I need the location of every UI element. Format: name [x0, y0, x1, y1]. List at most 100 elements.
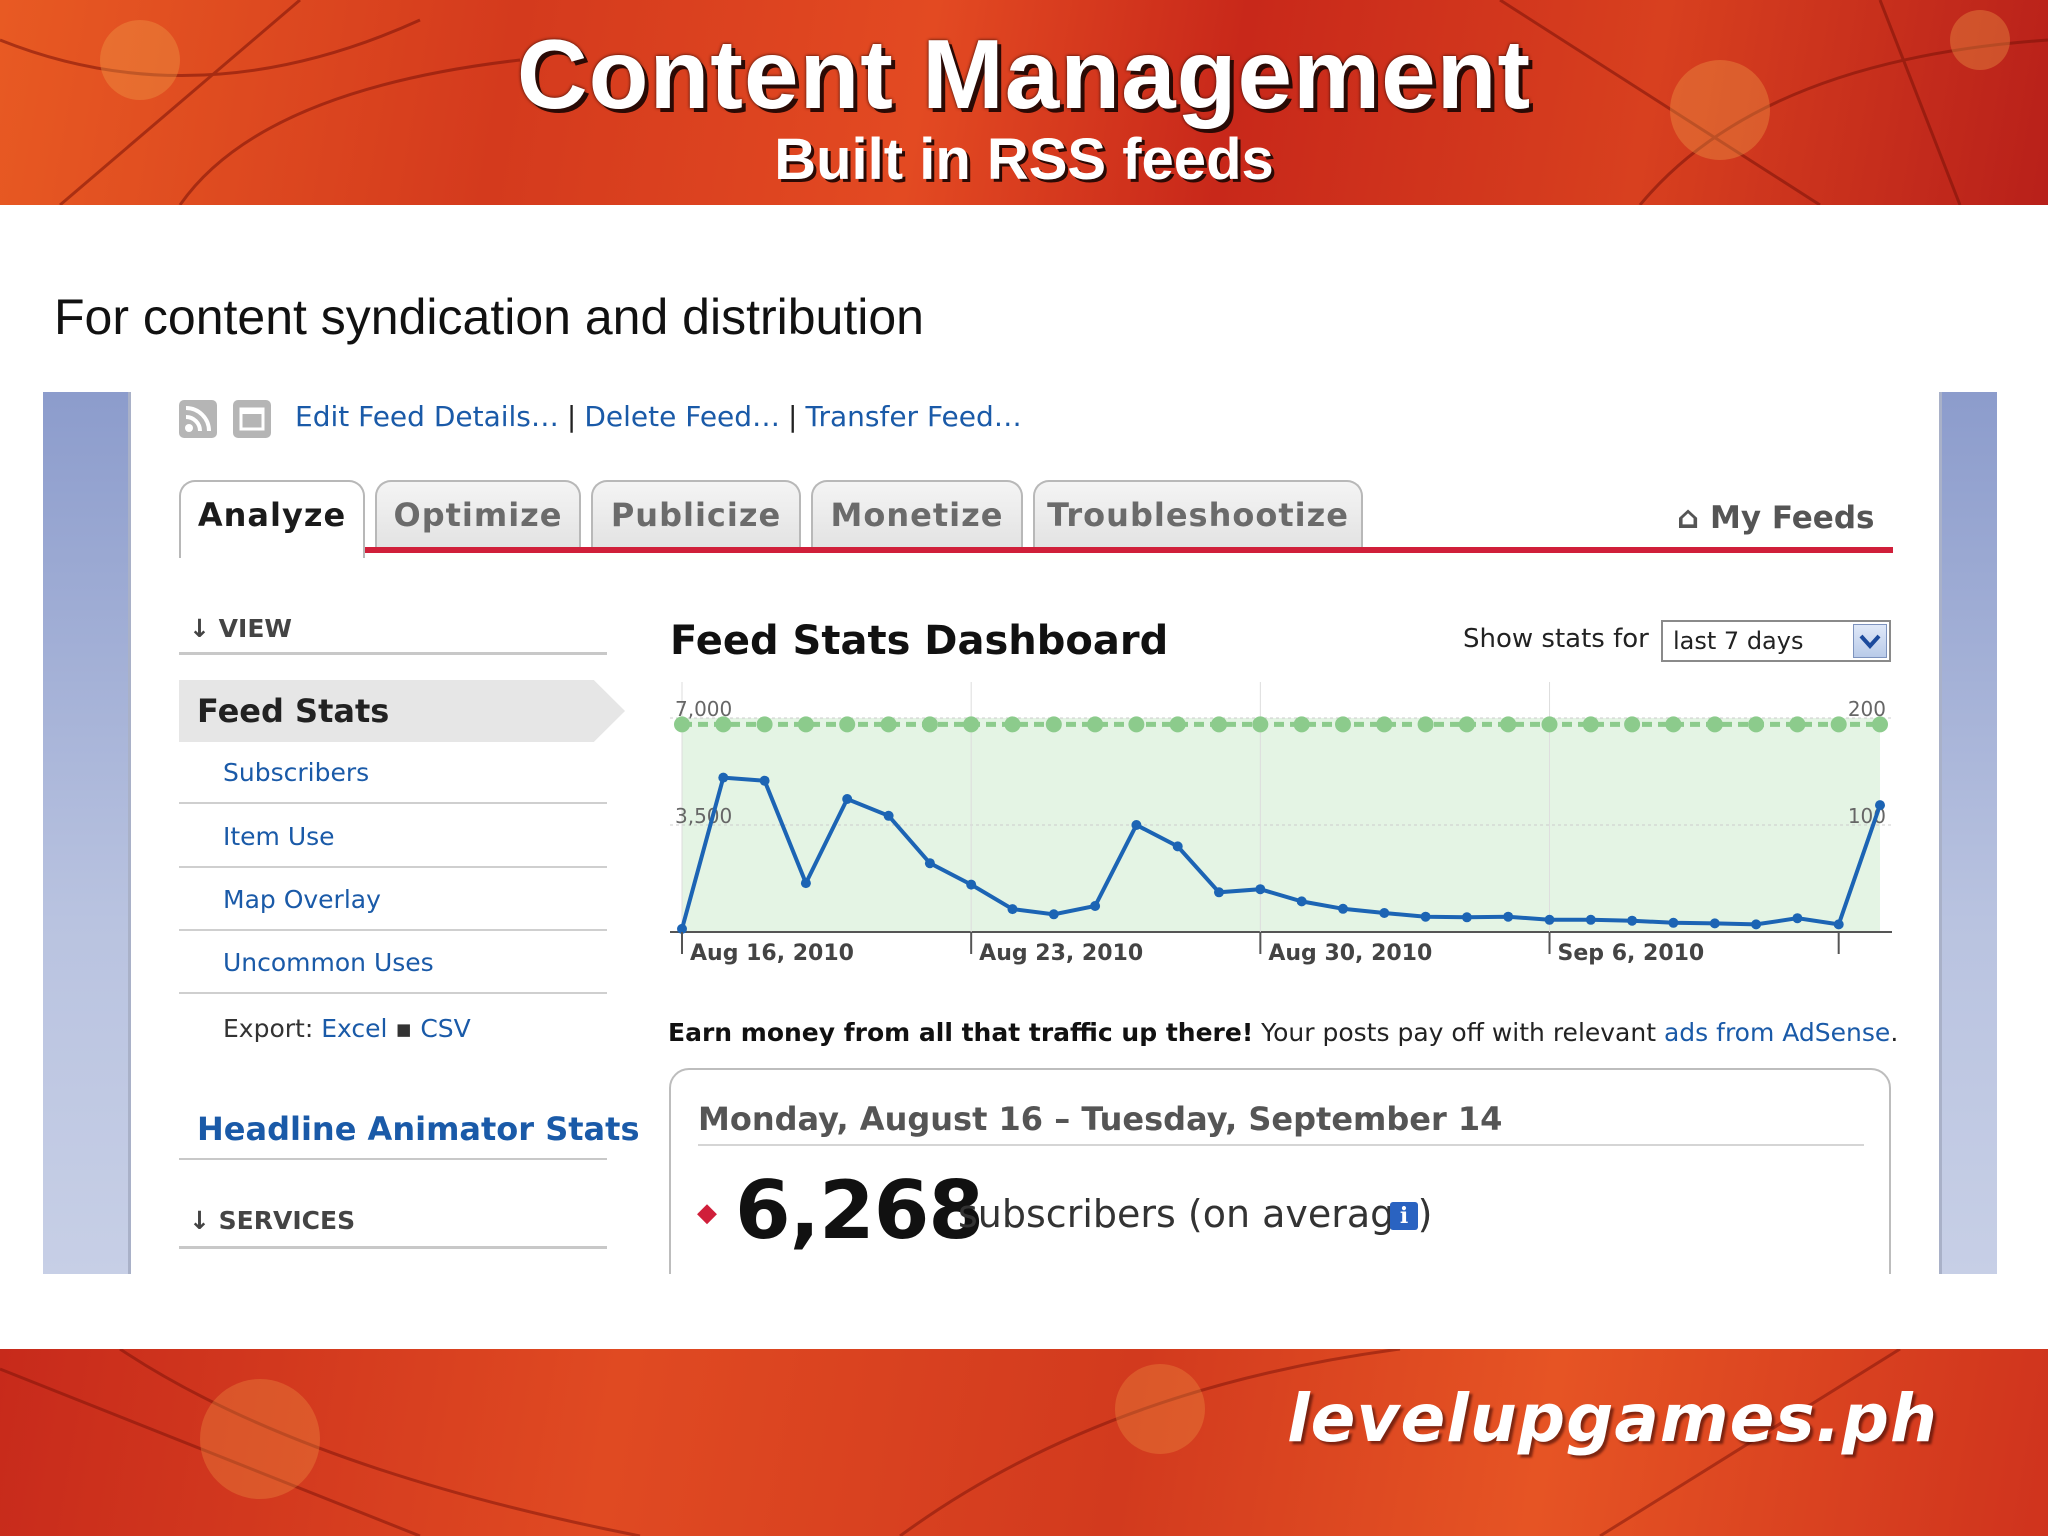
- subscribers-point[interactable]: [1379, 908, 1390, 918]
- tab-monetize[interactable]: Monetize: [811, 480, 1023, 550]
- export-csv-link[interactable]: CSV: [420, 1014, 471, 1043]
- reach-point[interactable]: [839, 716, 856, 733]
- feed-window-icon[interactable]: [233, 400, 271, 438]
- subscribers-point[interactable]: [677, 923, 687, 934]
- promo-text: Your posts pay off with relevant: [1253, 1018, 1664, 1047]
- delete-feed-link[interactable]: Delete Feed…: [584, 400, 781, 433]
- reach-point[interactable]: [1004, 716, 1021, 733]
- transfer-feed-link[interactable]: Transfer Feed…: [805, 400, 1022, 433]
- slide-subtitle: Built in RSS feeds: [774, 127, 1274, 192]
- reach-point[interactable]: [921, 716, 938, 733]
- reach-point[interactable]: [1500, 716, 1517, 733]
- subscribers-point[interactable]: [842, 794, 853, 804]
- sidebar-item-uncommon-uses[interactable]: Uncommon Uses: [223, 948, 434, 977]
- subscribers-point[interactable]: [1255, 884, 1266, 895]
- subscribers-point[interactable]: [1875, 800, 1885, 811]
- reach-point[interactable]: [1087, 716, 1104, 733]
- subscribers-point[interactable]: [800, 878, 811, 889]
- reach-point[interactable]: [1128, 716, 1145, 733]
- tab-publicize[interactable]: Publicize: [591, 480, 801, 550]
- reach-point[interactable]: [1252, 716, 1269, 733]
- reach-point[interactable]: [1293, 716, 1310, 733]
- edit-feed-details-link[interactable]: Edit Feed Details…: [295, 400, 559, 433]
- services-heading[interactable]: ↓ SERVICES: [189, 1206, 355, 1235]
- subscribers-point[interactable]: [1296, 896, 1307, 907]
- slide-intro-text: For content syndication and distribution: [54, 289, 924, 345]
- reach-point[interactable]: [1789, 716, 1806, 733]
- sidebar-item-map-overlay[interactable]: Map Overlay: [223, 885, 381, 914]
- reach-point[interactable]: [1045, 716, 1062, 733]
- summary-divider: [698, 1144, 1864, 1146]
- my-feeds-link[interactable]: ⌂ My Feeds: [1677, 500, 1874, 536]
- reach-point[interactable]: [880, 716, 897, 733]
- reach-point[interactable]: [715, 716, 732, 733]
- reach-point[interactable]: [1665, 716, 1682, 733]
- sidebar-item-subscribers[interactable]: Subscribers: [223, 758, 370, 787]
- reach-point[interactable]: [756, 716, 773, 733]
- sidebar-item-item-use[interactable]: Item Use: [223, 822, 335, 851]
- reach-point[interactable]: [1458, 716, 1475, 733]
- reach-point[interactable]: [797, 716, 814, 733]
- subscribers-point[interactable]: [1833, 919, 1844, 930]
- chart-area-fill: [682, 718, 1880, 932]
- tab-optimize[interactable]: Optimize: [375, 480, 581, 550]
- reach-point[interactable]: [963, 716, 980, 733]
- sidebar-item-headline-animator-stats[interactable]: Headline Animator Stats: [197, 1110, 640, 1148]
- reach-point[interactable]: [1376, 716, 1393, 733]
- reach-point[interactable]: [1624, 716, 1641, 733]
- reach-point[interactable]: [1872, 716, 1888, 733]
- subscribers-point[interactable]: [883, 810, 894, 821]
- stats-range-select[interactable]: last 7 days: [1661, 620, 1891, 662]
- subscribers-point[interactable]: [1585, 914, 1596, 925]
- view-heading[interactable]: ↓ VIEW: [189, 614, 292, 643]
- reach-point[interactable]: [1211, 716, 1227, 733]
- reach-point[interactable]: [1541, 716, 1558, 733]
- subscribers-point[interactable]: [1751, 919, 1762, 930]
- y-left-tick: 3,500: [675, 804, 732, 828]
- subscribers-point[interactable]: [966, 879, 977, 890]
- subscribers-point[interactable]: [1048, 909, 1059, 920]
- tab-analyze[interactable]: Analyze: [179, 480, 365, 558]
- reach-point[interactable]: [1582, 716, 1599, 733]
- tab-troubleshootize[interactable]: Troubleshootize: [1033, 480, 1363, 550]
- feed-stats-highlight: [179, 680, 625, 742]
- subscribers-point[interactable]: [1668, 917, 1679, 928]
- adsense-link[interactable]: ads from AdSense: [1663, 1018, 1891, 1047]
- reach-point[interactable]: [1335, 716, 1351, 733]
- sidebar-divider: [179, 929, 607, 931]
- subscribers-point[interactable]: [924, 858, 935, 869]
- sidebar-item-feed-stats[interactable]: Feed Stats: [197, 692, 390, 730]
- subscribers-point[interactable]: [1461, 912, 1472, 923]
- subscribers-point[interactable]: [1131, 820, 1142, 830]
- subscribers-point[interactable]: [1627, 915, 1638, 926]
- reach-point[interactable]: [1706, 716, 1723, 733]
- subscribers-point[interactable]: [759, 775, 770, 786]
- subscribers-point[interactable]: [1172, 841, 1183, 852]
- rss-feed-icon[interactable]: [179, 400, 217, 438]
- subscribers-point[interactable]: [1709, 918, 1720, 929]
- subscribers-point[interactable]: [1214, 887, 1224, 898]
- reach-point[interactable]: [674, 716, 690, 733]
- view-heading-label: VIEW: [218, 614, 292, 643]
- export-excel-link[interactable]: Excel: [321, 1014, 388, 1043]
- reach-point[interactable]: [1417, 716, 1434, 733]
- subscribers-point[interactable]: [1792, 913, 1803, 924]
- export-bullet: ▪: [395, 1014, 413, 1043]
- export-label: Export:: [223, 1014, 314, 1043]
- my-feeds-label: My Feeds: [1710, 500, 1875, 536]
- reach-point[interactable]: [1748, 716, 1765, 733]
- subscribers-point[interactable]: [1544, 914, 1555, 925]
- adsense-promo: Earn money from all that traffic up ther…: [668, 1018, 1898, 1047]
- info-icon[interactable]: i: [1390, 1202, 1418, 1230]
- reach-point[interactable]: [1830, 716, 1847, 733]
- subscribers-point[interactable]: [1090, 901, 1101, 911]
- subscribers-point[interactable]: [718, 772, 729, 783]
- reach-point[interactable]: [1169, 716, 1186, 733]
- chevron-down-icon[interactable]: [1853, 624, 1887, 658]
- show-stats-label: Show stats for: [1463, 624, 1649, 654]
- subscribers-point[interactable]: [1420, 911, 1431, 922]
- subscribers-point[interactable]: [1007, 904, 1018, 915]
- promo-end: .: [1890, 1018, 1899, 1047]
- subscribers-point[interactable]: [1338, 903, 1348, 914]
- subscribers-point[interactable]: [1503, 911, 1514, 922]
